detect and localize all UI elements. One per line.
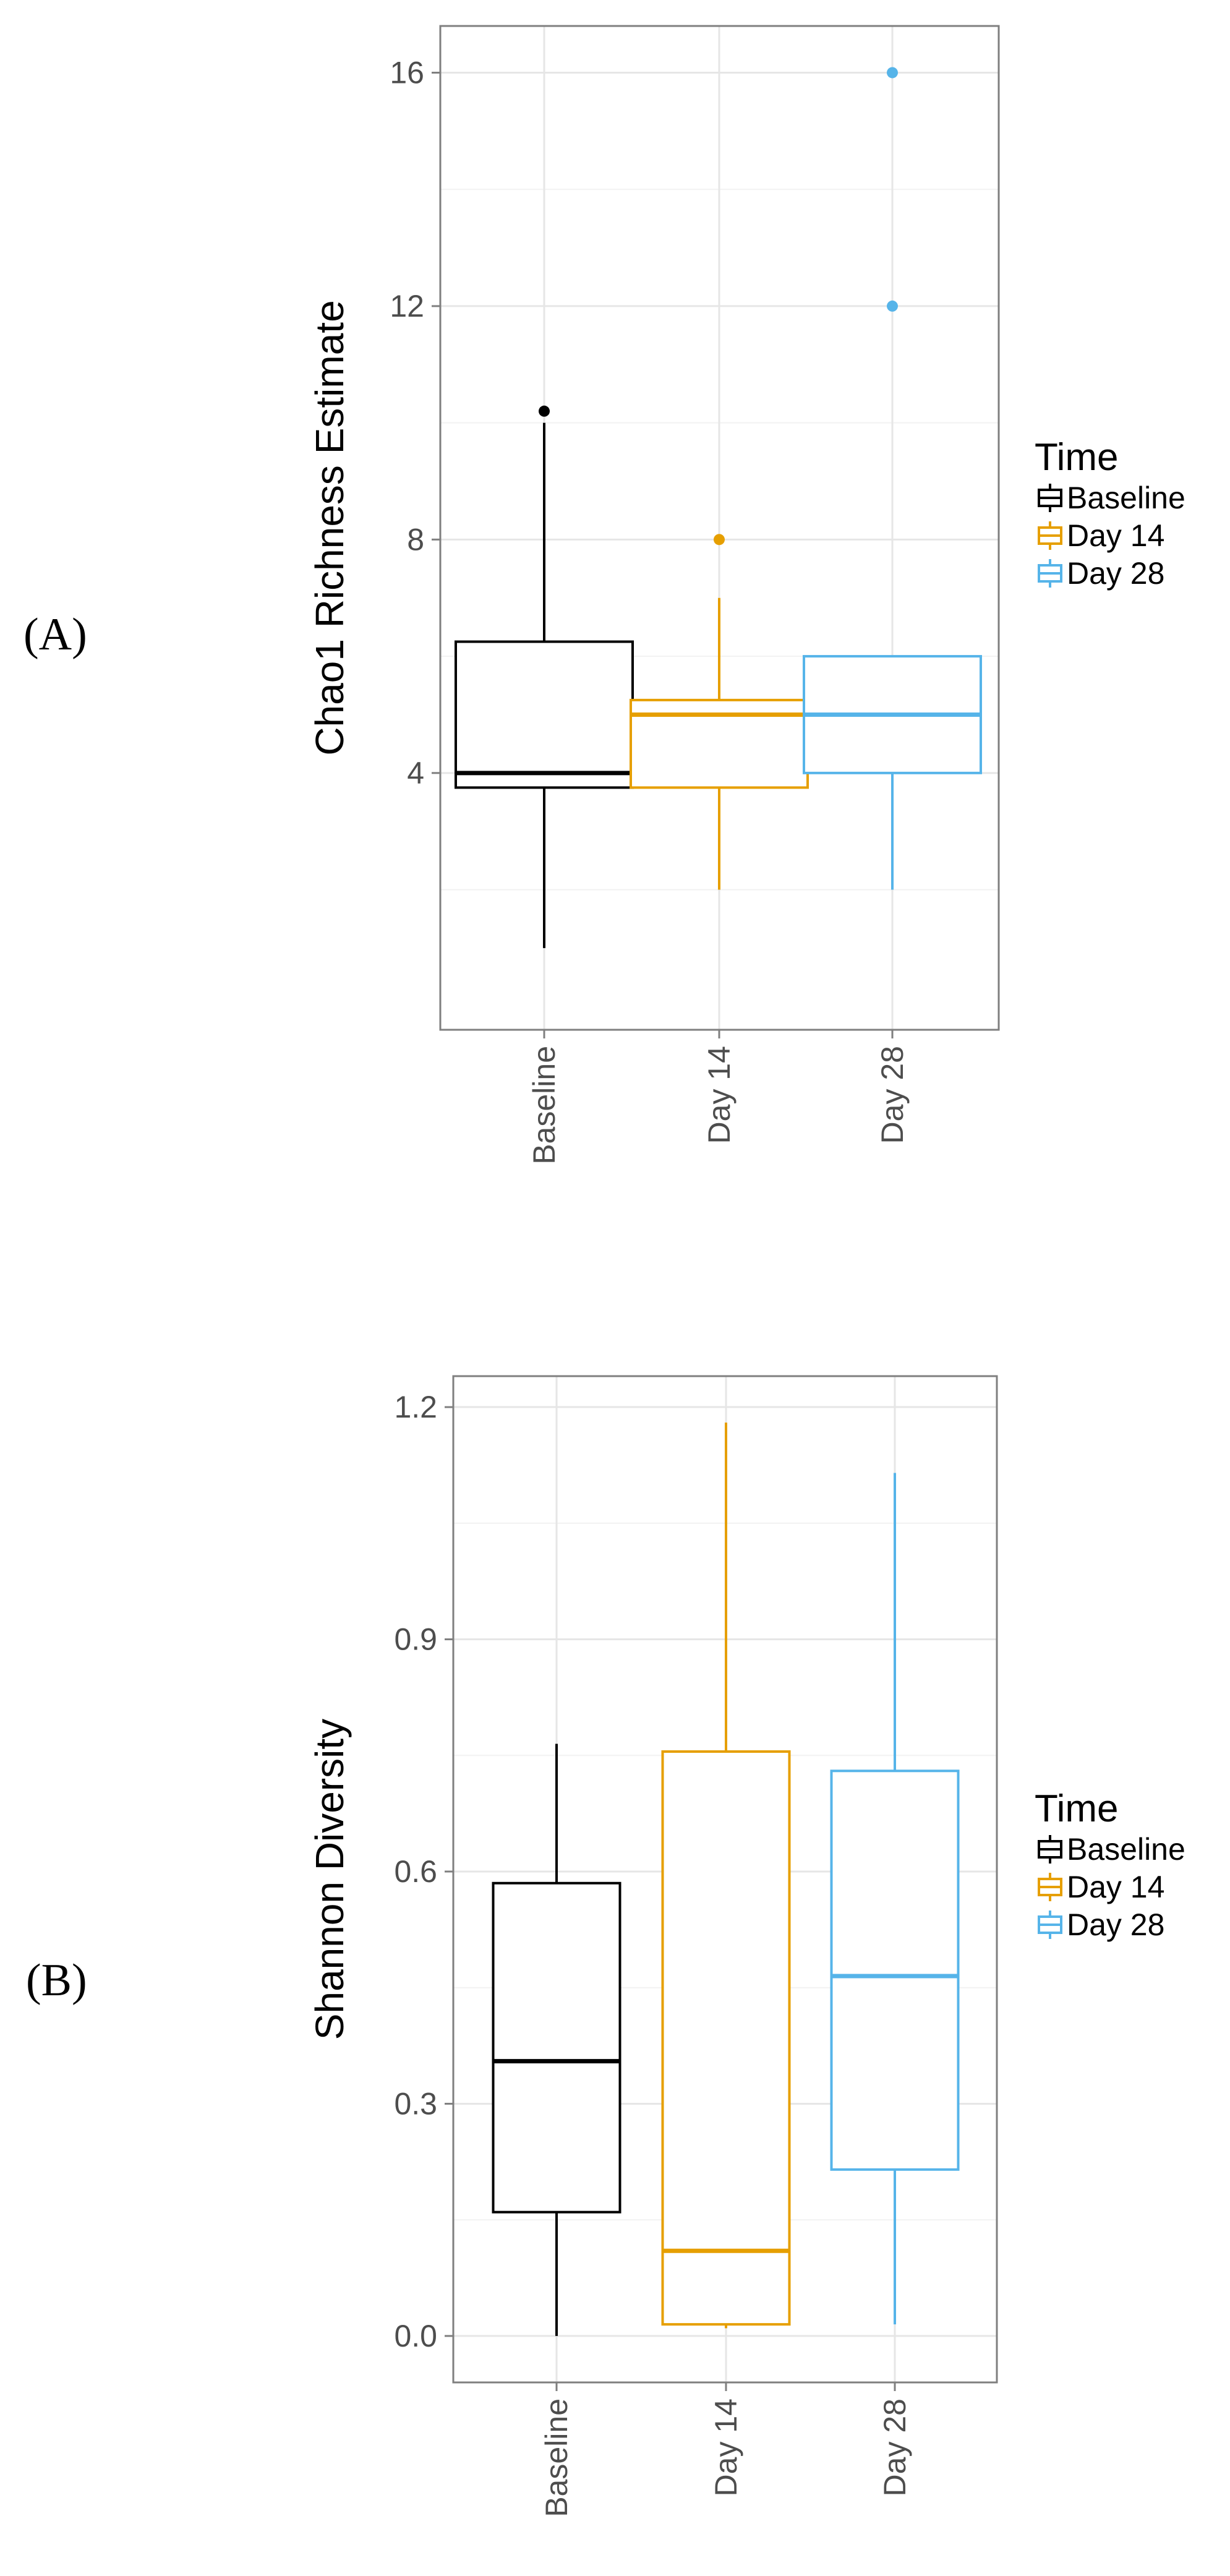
box-day-14 — [661, 1750, 791, 2326]
y-tick-label: 16 — [390, 55, 424, 90]
legend-entry-label: Baseline — [1067, 1832, 1185, 1867]
legend-entry-label: Day 28 — [1067, 556, 1164, 591]
x-tick-label: Baseline — [527, 1046, 562, 1165]
box-baseline — [455, 640, 634, 789]
y-tick-label: 0.6 — [394, 1854, 437, 1889]
y-axis-title: Shannon Diversity — [307, 1719, 352, 2040]
outlier-point — [539, 405, 550, 417]
y-tick-label: 0.0 — [394, 2319, 437, 2353]
outlier-point — [887, 300, 898, 312]
y-axis-title: Chao1 Richness Estimate — [307, 300, 352, 755]
panel-label-a: (A) — [23, 609, 87, 660]
x-tick-label: Day 28 — [875, 1046, 910, 1144]
x-tick-label: Day 14 — [702, 1046, 737, 1144]
legend-key-baseline — [1038, 484, 1062, 512]
y-tick-label: 12 — [390, 289, 424, 323]
outlier-point — [887, 67, 898, 79]
outlier-point — [714, 534, 725, 546]
x-tick-label: Day 28 — [878, 2398, 912, 2496]
x-tick-label: Day 14 — [709, 2398, 743, 2496]
y-tick-label: 1.2 — [394, 1390, 437, 1424]
legend-key-day-14 — [1038, 1873, 1062, 1901]
x-tick-label: Baseline — [539, 2398, 574, 2517]
y-tick-label: 0.3 — [394, 2086, 437, 2121]
box-day-28 — [830, 1769, 960, 2171]
legend-entry-label: Day 14 — [1067, 1870, 1164, 1904]
legend-key-baseline — [1038, 1835, 1062, 1864]
legend-entry-label: Day 14 — [1067, 518, 1164, 553]
legend-key-day-28 — [1038, 1911, 1062, 1939]
legend-key-day-14 — [1038, 521, 1062, 550]
y-tick-label: 4 — [407, 756, 424, 790]
y-tick-label: 8 — [407, 522, 424, 557]
panel-label-b: (B) — [26, 1955, 87, 2006]
legend-entry-label: Day 28 — [1067, 1907, 1164, 1942]
legend-key-day-28 — [1038, 559, 1062, 588]
legend-title: Time — [1035, 1787, 1118, 1830]
box-baseline — [492, 1881, 621, 2214]
y-tick-label: 0.9 — [394, 1622, 437, 1657]
legend-entry-label: Baseline — [1067, 481, 1185, 515]
legend-title: Time — [1035, 436, 1118, 479]
